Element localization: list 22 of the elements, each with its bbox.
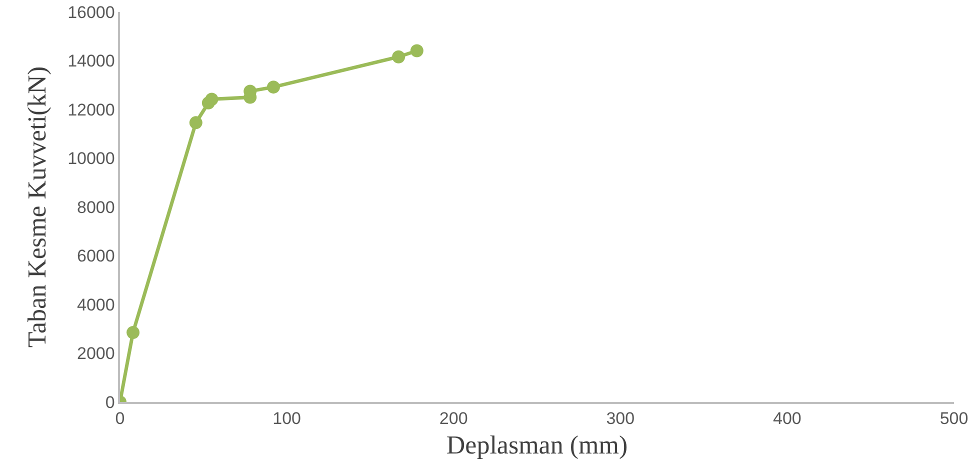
x-tick-label: 300: [606, 409, 635, 428]
y-tick-label: 12000: [68, 100, 115, 120]
point: [410, 44, 424, 58]
y-tick-label: 16000: [68, 2, 115, 22]
y-tick-label: 8000: [77, 198, 115, 217]
x-tick-label: 500: [940, 409, 968, 428]
point: [189, 116, 202, 130]
x-axis-title: Deplasman (mm): [446, 430, 628, 460]
y-tick-label: 0: [105, 392, 115, 412]
y-tick-label: 10000: [68, 149, 115, 168]
y-tick-label: 14000: [68, 52, 115, 71]
x-tick-label: 400: [773, 409, 802, 428]
y-tick-label: 2000: [77, 344, 115, 364]
x-tick-label: 100: [272, 409, 301, 428]
point: [126, 326, 140, 340]
x-tick-label: 200: [439, 409, 468, 428]
point: [266, 80, 280, 94]
y-axis-title: Taban Kesme Kuvveti(kN): [22, 66, 52, 348]
point: [392, 50, 406, 64]
point: [205, 92, 218, 106]
y-tick-label: 6000: [77, 246, 115, 266]
y-tick-label: 4000: [77, 295, 115, 314]
